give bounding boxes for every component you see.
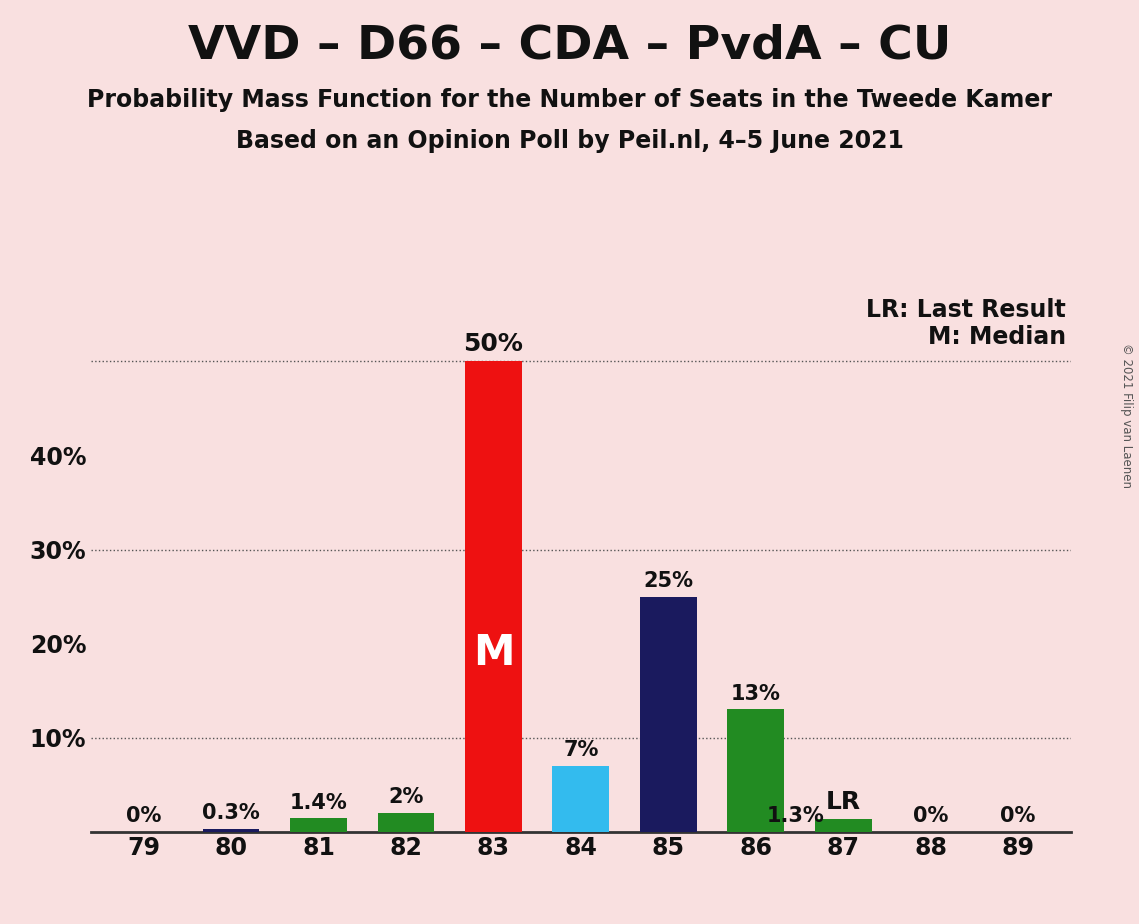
Text: VVD – D66 – CDA – PvdA – CU: VVD – D66 – CDA – PvdA – CU [188,23,951,68]
Text: LR: LR [826,790,861,814]
Text: 25%: 25% [644,571,694,591]
Text: 0%: 0% [126,806,162,826]
Text: 7%: 7% [563,740,599,760]
Bar [640,597,697,832]
Text: 1.4%: 1.4% [289,793,347,813]
Text: 0%: 0% [1000,806,1035,826]
Text: 50%: 50% [464,332,523,356]
Bar [465,361,522,832]
Text: 2%: 2% [388,787,424,808]
Bar [377,813,434,832]
Text: LR: Last Result: LR: Last Result [866,298,1066,322]
Bar [203,829,260,832]
Bar [728,710,785,832]
Text: 0%: 0% [913,806,949,826]
Text: M: M [473,632,514,674]
Text: 13%: 13% [731,684,780,704]
Bar [552,766,609,832]
Text: Probability Mass Function for the Number of Seats in the Tweede Kamer: Probability Mass Function for the Number… [87,88,1052,112]
Text: M: Median: M: Median [927,325,1066,349]
Bar [290,819,347,832]
Text: © 2021 Filip van Laenen: © 2021 Filip van Laenen [1121,344,1133,488]
Bar [814,820,871,832]
Text: 0.3%: 0.3% [203,803,260,823]
Text: Based on an Opinion Poll by Peil.nl, 4–5 June 2021: Based on an Opinion Poll by Peil.nl, 4–5… [236,129,903,153]
Text: 1.3%: 1.3% [767,806,823,826]
